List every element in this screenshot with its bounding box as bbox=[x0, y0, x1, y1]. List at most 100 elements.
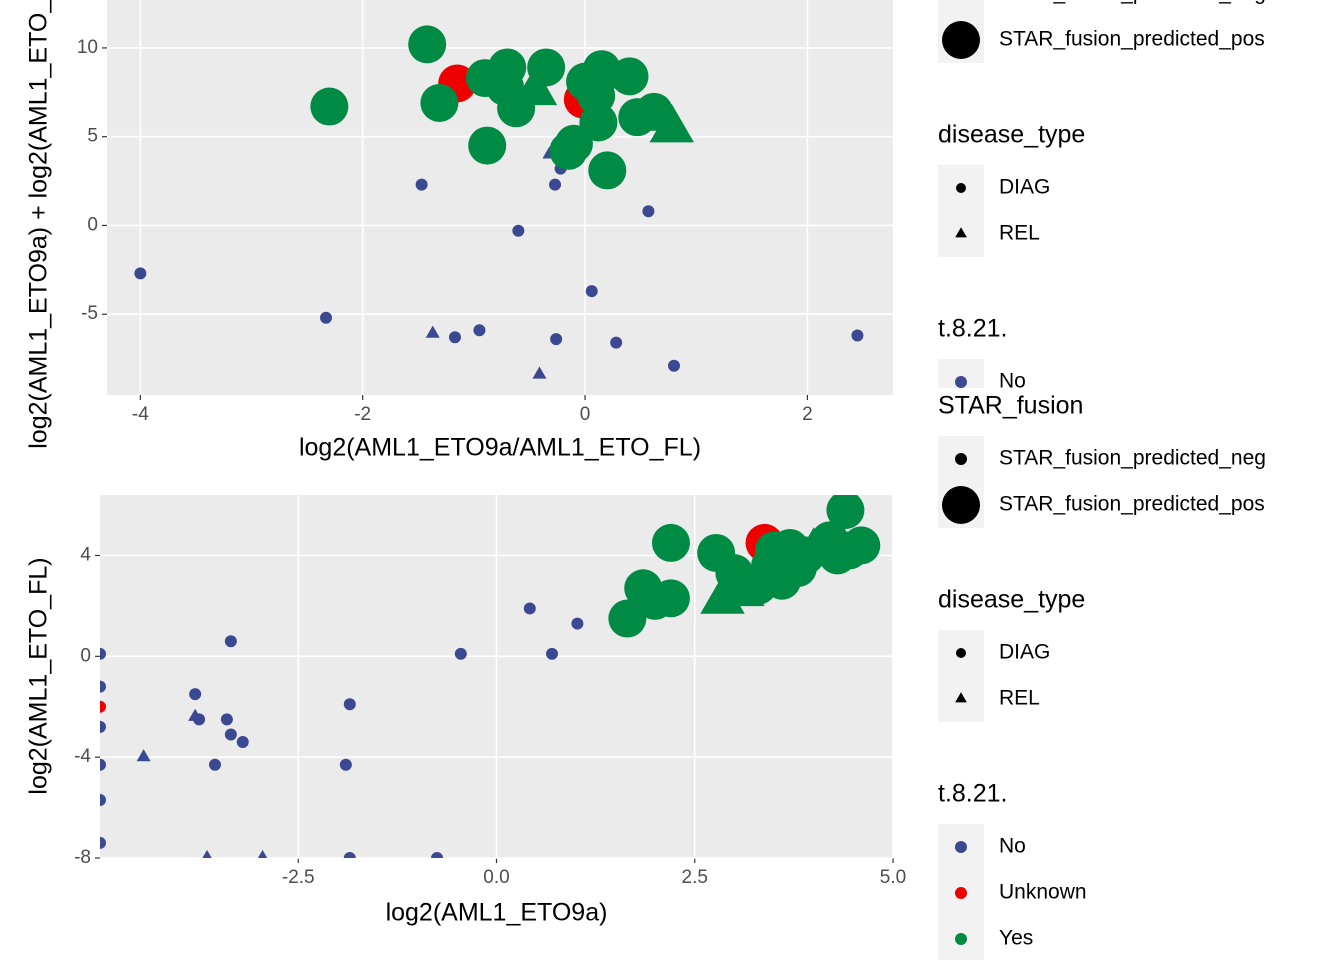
subplot: -4 -2 0 2 -5 0 5 10 log2(AML1_ETO9a/AML1_ETO_FL)… bbox=[25, 0, 1266, 462]
data-point bbox=[826, 495, 865, 530]
data-point bbox=[571, 617, 584, 630]
data-point bbox=[220, 713, 233, 726]
x-tick-label: 0.0 bbox=[483, 867, 509, 888]
legend-key bbox=[955, 933, 967, 945]
data-point bbox=[454, 647, 467, 660]
data-point bbox=[448, 331, 461, 344]
y-tick-label: -5 bbox=[81, 303, 98, 324]
data-point bbox=[512, 224, 525, 237]
data-point bbox=[100, 700, 106, 713]
data-point bbox=[577, 64, 616, 103]
points bbox=[134, 25, 864, 379]
legend-key bbox=[942, 21, 980, 59]
data-point bbox=[415, 178, 428, 191]
y-tick-label: 4 bbox=[80, 545, 91, 566]
legend-key bbox=[955, 227, 967, 238]
data-point bbox=[720, 567, 765, 607]
legend-key bbox=[956, 183, 966, 193]
data-point bbox=[610, 336, 623, 349]
points bbox=[100, 495, 881, 858]
legend-title: STAR_fusion bbox=[938, 392, 1083, 420]
data-point bbox=[546, 647, 559, 660]
data-point bbox=[523, 602, 536, 615]
x-tick-label: 0 bbox=[580, 404, 591, 425]
data-point bbox=[408, 25, 447, 64]
legend-title: t.8.21. bbox=[938, 315, 1008, 343]
legend-key-background bbox=[938, 0, 984, 17]
data-point bbox=[257, 849, 268, 858]
x-tick-label: -2.5 bbox=[282, 867, 315, 888]
legend-label: STAR_fusion_predicted_pos bbox=[999, 493, 1265, 516]
data-point bbox=[100, 720, 106, 733]
y-tick-label: -8 bbox=[74, 847, 91, 868]
data-point bbox=[851, 329, 864, 342]
data-point bbox=[842, 526, 881, 565]
legend-key bbox=[955, 841, 967, 853]
x-tick-label: -4 bbox=[132, 404, 149, 425]
y-tick-label: -4 bbox=[74, 746, 91, 767]
data-point bbox=[339, 758, 352, 771]
legend-label: No bbox=[999, 370, 1026, 393]
data-point bbox=[791, 527, 836, 566]
y-tick-label: 10 bbox=[77, 37, 98, 58]
data-point bbox=[236, 736, 249, 749]
data-point bbox=[642, 205, 655, 218]
legend: STAR_fusion_predicted_neg STAR_fusion_pre… bbox=[938, 0, 1266, 393]
y-axis-title: log2(AML1_ETO9a) + log2(AML1_ETO_FL) bbox=[25, 0, 53, 449]
legend-label: DIAG bbox=[999, 641, 1050, 664]
legend: STAR_fusion STAR_fusion_predicted_neg STAR… bbox=[938, 392, 1266, 960]
data-point bbox=[532, 366, 547, 379]
legend-title: t.8.21. bbox=[938, 780, 1008, 808]
data-point bbox=[224, 728, 237, 741]
data-point bbox=[202, 849, 212, 858]
legend-label: DIAG bbox=[999, 176, 1050, 199]
data-point bbox=[651, 523, 690, 562]
legend-label: STAR_fusion_predicted_neg bbox=[999, 0, 1266, 5]
data-point bbox=[468, 126, 507, 165]
data-point bbox=[425, 325, 440, 338]
legend-key bbox=[955, 692, 967, 703]
data-point bbox=[550, 333, 563, 346]
x-axis-title: log2(AML1_ETO9a/AML1_ETO_FL) bbox=[299, 434, 701, 462]
legend-key bbox=[942, 486, 980, 524]
data-point bbox=[579, 103, 618, 142]
legend-key bbox=[956, 648, 966, 658]
data-point bbox=[651, 579, 690, 618]
legend-label: STAR_fusion_predicted_neg bbox=[999, 447, 1266, 470]
data-point bbox=[473, 324, 486, 337]
data-point bbox=[224, 635, 237, 648]
data-point bbox=[188, 708, 203, 721]
data-point bbox=[608, 599, 647, 638]
data-point bbox=[100, 758, 106, 771]
legend-key bbox=[955, 887, 967, 899]
data-point bbox=[512, 66, 558, 106]
legend-label: Yes bbox=[999, 927, 1033, 950]
legend-label: No bbox=[999, 835, 1026, 858]
x-tick-label: 2 bbox=[802, 404, 813, 425]
data-point bbox=[136, 749, 151, 762]
legend-title: disease_type bbox=[938, 586, 1085, 614]
data-point bbox=[134, 267, 147, 280]
data-point bbox=[431, 852, 444, 858]
legend-title: disease_type bbox=[938, 121, 1085, 149]
data-point bbox=[343, 698, 356, 711]
x-tick-label: -2 bbox=[354, 404, 371, 425]
data-point bbox=[649, 103, 694, 143]
data-point bbox=[588, 151, 627, 190]
data-point bbox=[100, 836, 106, 849]
data-point bbox=[100, 794, 106, 807]
data-point bbox=[610, 57, 649, 96]
y-tick-label: 5 bbox=[87, 126, 98, 147]
legend-label: STAR_fusion_predicted_pos bbox=[999, 28, 1265, 51]
legend-label: Unknown bbox=[999, 881, 1087, 904]
data-point bbox=[585, 285, 598, 298]
data-point bbox=[554, 124, 593, 163]
x-tick-label: 5.0 bbox=[880, 867, 906, 888]
y-tick-label: 0 bbox=[80, 645, 91, 666]
legend-key bbox=[955, 453, 967, 465]
data-point bbox=[420, 83, 459, 122]
y-axis-title: log2(AML1_ETO_FL) bbox=[25, 557, 53, 794]
data-point bbox=[208, 758, 221, 771]
y-tick-label: 0 bbox=[87, 214, 98, 235]
